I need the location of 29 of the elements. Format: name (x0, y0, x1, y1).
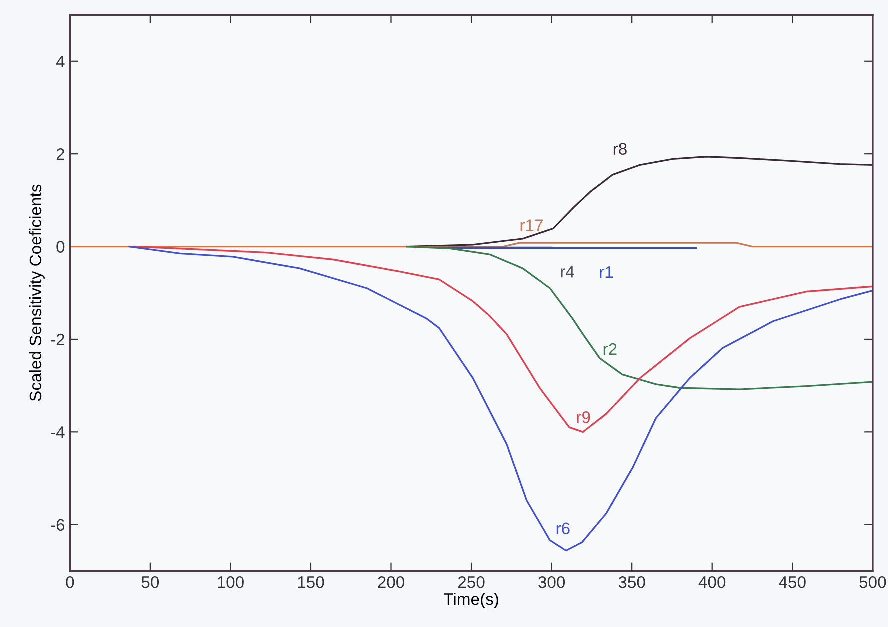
x-tick-label: 450 (779, 576, 806, 588)
x-tick-label: 400 (698, 576, 726, 588)
x-tick-label: 0 (66, 576, 74, 588)
y-tick-label: -4 (51, 426, 65, 438)
y-axis-title: Scaled Sensitivity Coeficients (29, 184, 45, 402)
x-tick-label: 50 (142, 576, 160, 588)
series-label: r8 (614, 143, 627, 155)
x-tick-label: 500 (860, 576, 886, 588)
y-tick-label: 4 (56, 56, 65, 68)
line-series (406, 246, 873, 390)
y-tick-label: -2 (51, 334, 64, 346)
y-tick-label: 2 (56, 148, 64, 160)
series-label: r6 (556, 522, 570, 535)
y-tick-label: -6 (51, 519, 65, 532)
series-label: r9 (577, 412, 590, 424)
series-label: r2 (604, 343, 617, 356)
series-label: r4 (561, 266, 574, 278)
series-label: r1 (600, 266, 614, 278)
x-tick-label: 200 (378, 576, 405, 588)
x-tick-label: 150 (298, 576, 324, 588)
line-series (128, 246, 873, 552)
line-series (134, 246, 873, 433)
series-label: r17 (520, 220, 543, 232)
x-tick-label: 100 (218, 576, 244, 588)
x-tick-label: 300 (538, 576, 566, 588)
x-axis-title: Time(s) (444, 592, 498, 609)
x-tick-label: 250 (458, 576, 485, 588)
x-tick-label: 350 (618, 576, 646, 588)
y-tick-label: 0 (56, 241, 65, 253)
